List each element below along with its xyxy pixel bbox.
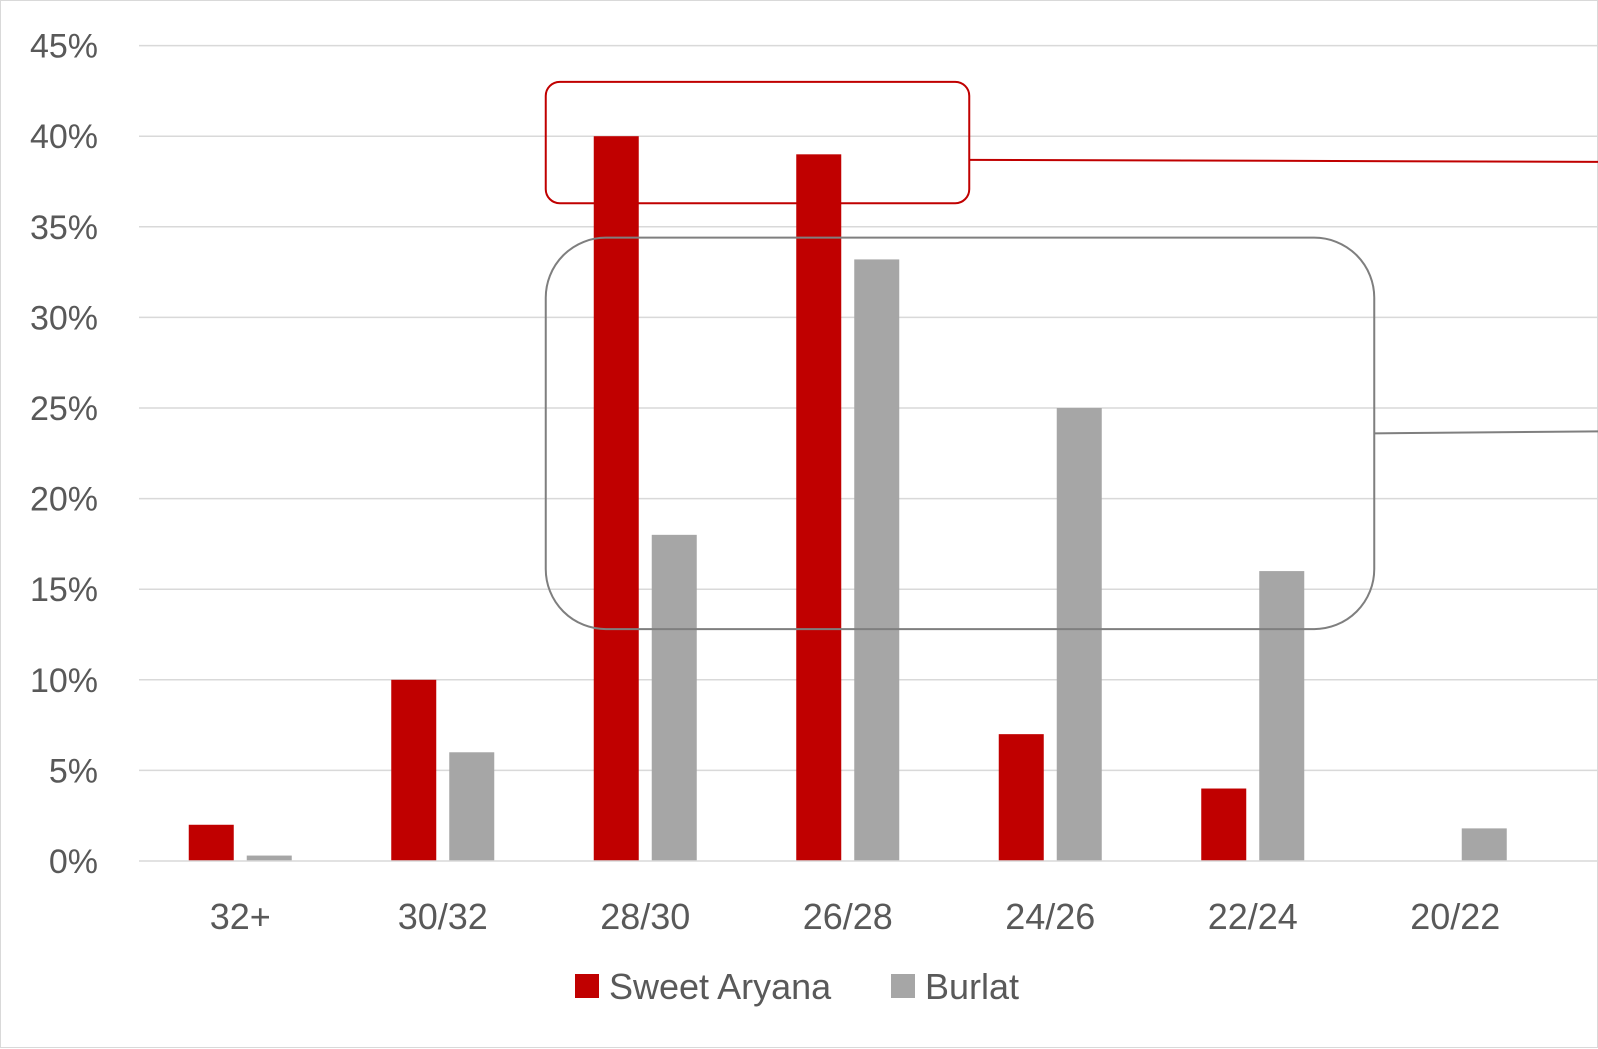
y-tick-label: 25%: [30, 390, 98, 428]
y-tick-label: 30%: [30, 299, 98, 337]
x-axis: 32+ 30/32 28/30 26/28 24/26 22/24 20/22: [210, 896, 1501, 937]
x-tick-label: 32+: [210, 896, 271, 937]
bar: [1461, 828, 1507, 861]
bar: [854, 259, 900, 861]
legend-label: Burlat: [925, 966, 1019, 1007]
y-tick-label: 45%: [30, 28, 98, 66]
bar: [449, 752, 495, 861]
annotation-box: [544, 80, 971, 205]
y-tick-label: 40%: [30, 118, 98, 156]
annotation-leader-line: [969, 158, 1598, 163]
bar: [998, 734, 1044, 861]
annotations: [544, 80, 1598, 631]
bar: [246, 855, 292, 861]
bar: [1259, 571, 1305, 861]
bar: [796, 154, 842, 861]
y-tick-label: 35%: [30, 209, 98, 247]
x-tick-label: 26/28: [803, 896, 893, 937]
legend-label: Sweet Aryana: [609, 966, 832, 1007]
legend[interactable]: Sweet Aryana Burlat: [575, 966, 1019, 1007]
bar: [188, 824, 234, 861]
bar: [391, 679, 437, 861]
x-tick-label: 22/24: [1208, 896, 1298, 937]
bars: [188, 136, 1507, 861]
bar: [1056, 408, 1102, 861]
y-tick-label: 5%: [49, 752, 98, 790]
x-tick-label: 24/26: [1005, 896, 1095, 937]
y-tick-label: 20%: [30, 481, 98, 519]
bar: [651, 534, 697, 861]
x-tick-label: 30/32: [398, 896, 488, 937]
legend-swatch: [575, 974, 599, 998]
legend-item[interactable]: Sweet Aryana: [575, 966, 832, 1007]
legend-item[interactable]: Burlat: [891, 966, 1019, 1007]
y-tick-label: 15%: [30, 571, 98, 609]
x-tick-label: 20/22: [1410, 896, 1500, 937]
y-axis: 0% 5% 10% 15% 20% 25% 30% 35% 40% 45%: [30, 28, 98, 881]
annotation-leader-line: [1374, 430, 1598, 435]
y-tick-label: 0%: [49, 843, 98, 881]
bar: [1201, 788, 1247, 861]
legend-swatch: [891, 974, 915, 998]
bar: [593, 136, 639, 861]
y-tick-label: 10%: [30, 662, 98, 700]
x-tick-label: 28/30: [600, 896, 690, 937]
